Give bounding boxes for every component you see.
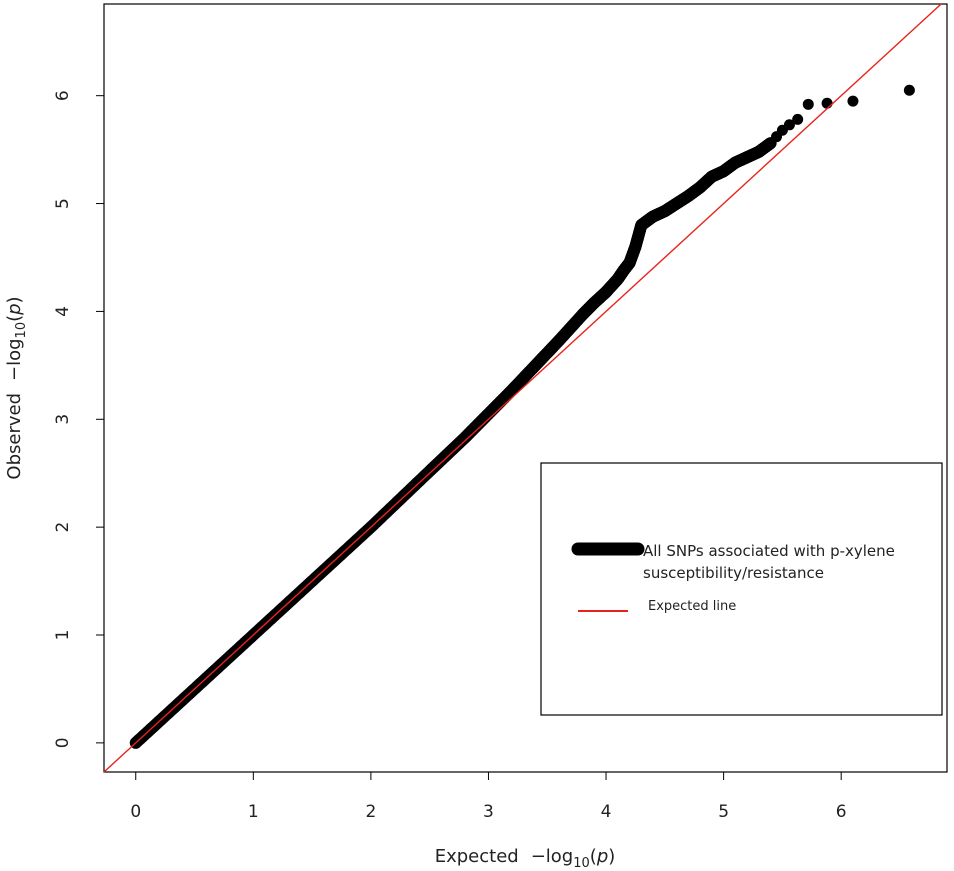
legend-label-expected-line: Expected line bbox=[648, 599, 736, 614]
legend: All SNPs associated with p-xylene suscep… bbox=[540, 462, 943, 716]
y-axis-unit-close: ) bbox=[4, 296, 25, 303]
y-tick-label: 2 bbox=[53, 522, 73, 533]
y-tick-label: 1 bbox=[53, 630, 73, 641]
y-axis-unit-open: ( bbox=[4, 315, 25, 322]
x-axis-unit-prefix: −log bbox=[531, 846, 574, 867]
x-tick-label: 0 bbox=[130, 802, 141, 822]
x-tick-label: 2 bbox=[365, 802, 376, 822]
x-axis: 0 1 2 3 4 5 6 bbox=[130, 771, 847, 822]
y-axis: 0 1 2 3 4 5 6 bbox=[53, 90, 104, 748]
x-axis-unit-var: p bbox=[596, 846, 608, 867]
data-point-outlier bbox=[903, 84, 915, 96]
y-tick-label: 0 bbox=[53, 737, 73, 748]
x-axis-label: Expected −log10(p) bbox=[435, 846, 616, 871]
y-axis-label: Observed −log10(p) bbox=[4, 296, 29, 479]
data-point-outlier bbox=[792, 113, 804, 125]
data-point-outlier bbox=[821, 97, 833, 109]
legend-label-snps: All SNPs associated with p-xylene suscep… bbox=[643, 542, 900, 582]
x-axis-unit-open: ( bbox=[590, 846, 597, 867]
y-axis-label-text: Observed bbox=[4, 393, 25, 480]
y-axis-unit-var: p bbox=[4, 303, 25, 315]
data-point-outlier bbox=[783, 119, 795, 131]
y-tick-label: 3 bbox=[53, 414, 73, 425]
x-tick-label: 1 bbox=[248, 802, 259, 822]
x-tick-label: 5 bbox=[718, 802, 729, 822]
expected-line-series bbox=[103, 3, 942, 773]
x-axis-label-text: Expected bbox=[435, 846, 519, 867]
y-axis-unit-prefix: −log bbox=[4, 338, 25, 381]
legend-label-snps-line1: All SNPs associated with p-xylene bbox=[643, 542, 895, 560]
y-tick-label: 6 bbox=[53, 90, 73, 101]
legend-box bbox=[540, 462, 943, 716]
x-tick-label: 6 bbox=[836, 802, 847, 822]
expected-line bbox=[103, 3, 942, 773]
data-point-outlier bbox=[802, 98, 814, 110]
data-point-outlier bbox=[847, 95, 859, 107]
x-tick-label: 4 bbox=[601, 802, 612, 822]
legend-label-snps-line2: susceptibility/resistance bbox=[643, 564, 824, 582]
y-tick-label: 4 bbox=[53, 306, 73, 317]
y-tick-label: 5 bbox=[53, 198, 73, 209]
x-axis-unit-sub: 10 bbox=[573, 856, 590, 871]
x-axis-unit-close: ) bbox=[608, 846, 615, 867]
x-tick-label: 3 bbox=[483, 802, 494, 822]
y-axis-unit-sub: 10 bbox=[14, 322, 29, 339]
